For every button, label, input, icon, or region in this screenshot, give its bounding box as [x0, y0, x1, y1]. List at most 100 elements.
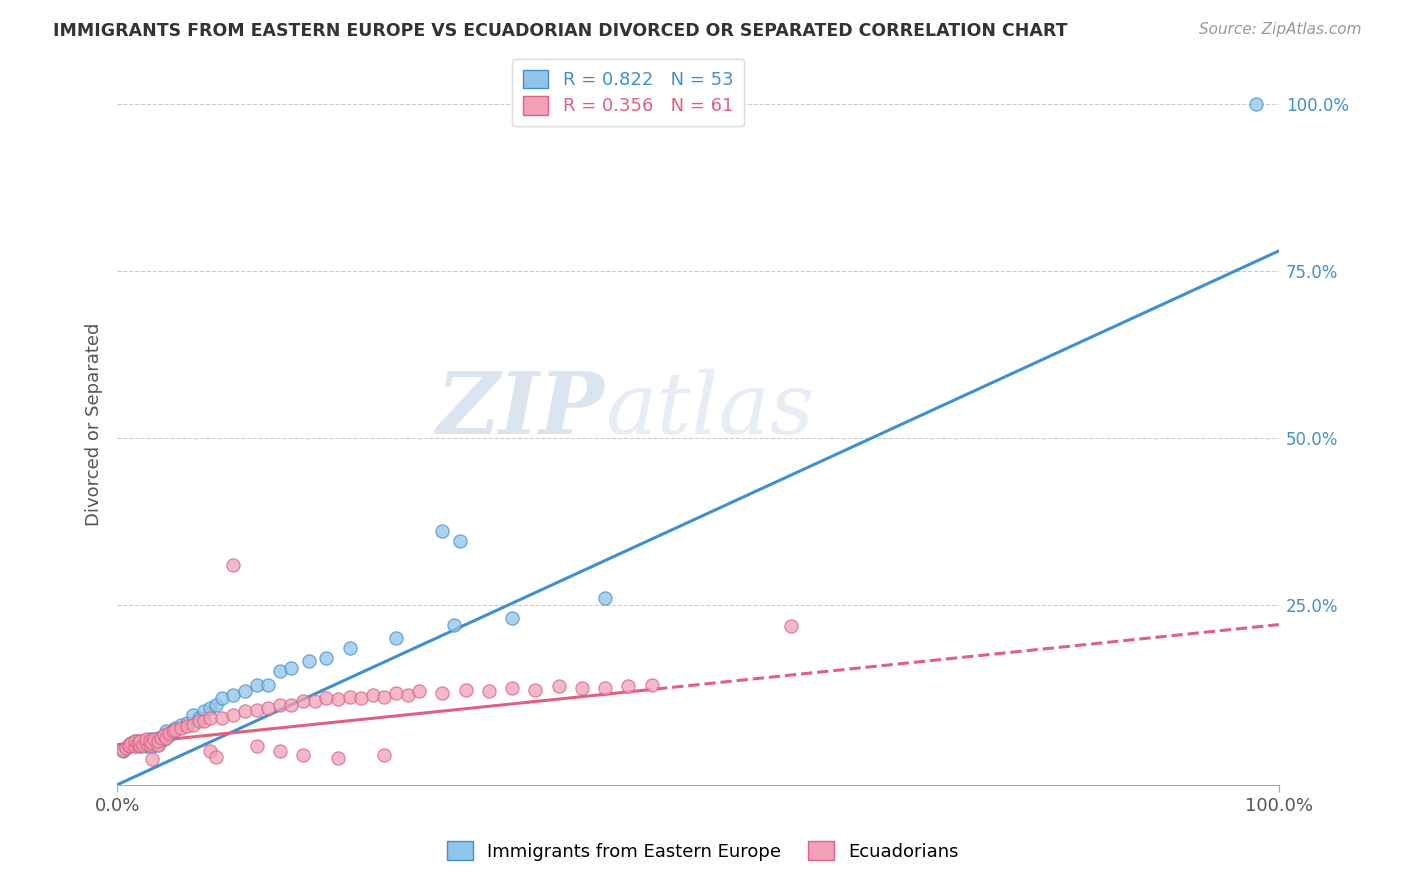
Point [408, 684, 430, 698]
Point [454, 683, 477, 698]
Point [233, 684, 256, 698]
Point [150, 731, 173, 745]
Point [385, 631, 408, 645]
Point [211, 711, 233, 725]
Point [127, 736, 149, 750]
Point [115, 741, 138, 756]
Point [339, 640, 361, 655]
Text: Source: ZipAtlas.com: Source: ZipAtlas.com [1198, 22, 1361, 37]
Point [135, 739, 157, 753]
Point [135, 732, 157, 747]
Point [141, 752, 163, 766]
Point [547, 679, 569, 693]
Point [132, 738, 155, 752]
Point [245, 678, 267, 692]
Point [150, 734, 173, 748]
Point [129, 734, 152, 748]
Point [280, 661, 302, 675]
Point [449, 534, 471, 549]
Point [120, 736, 142, 750]
Point [269, 744, 291, 758]
Point [170, 721, 193, 735]
Point [152, 728, 174, 742]
Point [141, 736, 163, 750]
Y-axis label: Divorced or Separated: Divorced or Separated [86, 323, 103, 526]
Point [135, 734, 157, 748]
Point [304, 694, 326, 708]
Point [141, 734, 163, 748]
Point [432, 524, 454, 538]
Point [198, 744, 221, 758]
Point [132, 734, 155, 748]
Point [222, 688, 245, 702]
Point [198, 711, 221, 725]
Point [159, 728, 181, 742]
Point [298, 654, 321, 668]
Point [193, 704, 215, 718]
Point [146, 734, 169, 748]
Point [176, 719, 198, 733]
Point [181, 707, 204, 722]
Point [146, 738, 169, 752]
Point [127, 738, 149, 752]
Point [127, 734, 149, 748]
Point [233, 704, 256, 718]
Point [181, 717, 204, 731]
Point [350, 691, 373, 706]
Point [245, 703, 267, 717]
Point [115, 741, 138, 756]
Point [211, 691, 233, 706]
Point [138, 732, 160, 747]
Point [501, 681, 523, 695]
Point [501, 611, 523, 625]
Point [127, 738, 149, 752]
Point [396, 688, 419, 702]
Point [146, 731, 169, 745]
Point [162, 724, 184, 739]
Point [373, 690, 395, 704]
Legend: Immigrants from Eastern Europe, Ecuadorians: Immigrants from Eastern Europe, Ecuadori… [439, 832, 967, 870]
Point [111, 743, 134, 757]
Point [780, 619, 803, 633]
Point [135, 736, 157, 750]
Point [245, 739, 267, 753]
Point [326, 751, 349, 765]
Point [292, 694, 315, 708]
Point [257, 701, 280, 715]
Point [269, 665, 291, 679]
Point [205, 749, 228, 764]
Point [155, 731, 177, 745]
Point [571, 681, 593, 695]
Point [118, 738, 141, 752]
Point [159, 725, 181, 739]
Point [524, 683, 547, 698]
Point [170, 717, 193, 731]
Point [138, 734, 160, 748]
Point [124, 739, 146, 753]
Point [111, 744, 134, 758]
Point [165, 723, 187, 737]
Point [138, 738, 160, 752]
Point [443, 617, 465, 632]
Legend: R = 0.822   N = 53, R = 0.356   N = 61: R = 0.822 N = 53, R = 0.356 N = 61 [512, 59, 744, 127]
Point [187, 711, 209, 725]
Point [222, 558, 245, 572]
Point [187, 714, 209, 729]
Point [143, 732, 166, 747]
Point [165, 721, 187, 735]
Point [146, 738, 169, 752]
Point [373, 747, 395, 762]
Point [120, 736, 142, 750]
Point [193, 714, 215, 729]
Point [361, 688, 384, 702]
Point [280, 698, 302, 712]
Point [198, 701, 221, 715]
Point [478, 684, 501, 698]
Point [118, 739, 141, 753]
Point [593, 591, 616, 605]
Point [339, 690, 361, 704]
Text: ZIP: ZIP [437, 368, 605, 451]
Point [118, 738, 141, 752]
Point [152, 732, 174, 747]
Text: atlas: atlas [605, 368, 814, 451]
